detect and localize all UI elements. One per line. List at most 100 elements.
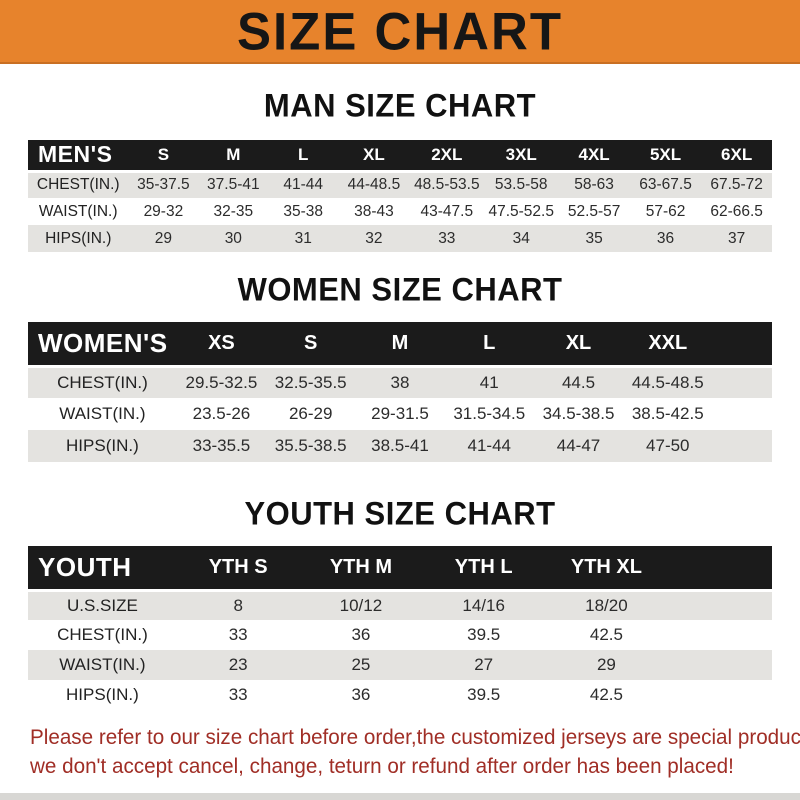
table-row: WAIST(IN.) 29-32 32-35 35-38 38-43 43-47.5 47.… [28,198,772,225]
row-label: WAIST(IN.) [59,404,146,423]
size-value-cell: 44.5-48.5 [631,372,704,392]
size-column-header: S [157,144,170,164]
size-value-cell: 35.5-38.5 [274,436,347,455]
size-chart-banner: SIZE CHART [0,0,800,64]
size-value-cell: 31.5-34.5 [453,404,526,423]
size-column-header: XL [565,331,592,354]
row-filler-cell [712,366,772,398]
size-value-cell: 38 [390,372,410,392]
size-value-cell: 35 [585,229,603,247]
size-value-cell: 39.5 [467,625,501,644]
footer-disclaimer: Please refer to our size chart before or… [30,723,800,781]
size-value-cell: 23 [228,655,248,674]
size-column-header: XL [363,144,385,164]
size-value-cell: 62-66.5 [710,202,763,220]
row-filler-cell [668,680,772,710]
size-value-cell: 57-62 [645,202,686,220]
size-value-cell: 41-44 [467,436,511,455]
table-row: HIPS(IN.) 33 36 39.5 42.5 [28,680,772,710]
size-value-cell: 44-48.5 [347,176,401,194]
size-column-header: YTH L [454,555,513,578]
size-column-header: 5XL [649,144,682,164]
table-row: CHEST(IN.) 29.5-32.5 32.5-35.5 38 41 44.5 44.5… [28,366,772,398]
size-value-cell: 47.5-52.5 [488,202,554,220]
size-value-cell: 37 [728,229,746,247]
table-row: CHEST(IN.) 33 36 39.5 42.5 [28,620,772,650]
size-value-cell: 41-44 [283,176,324,194]
size-value-cell: 33 [228,685,248,704]
size-value-cell: 33 [438,229,456,247]
size-column-header: 4XL [578,144,610,164]
size-value-cell: 42.5 [589,685,623,704]
row-label: CHEST(IN.) [36,176,120,194]
size-value-cell: 18/20 [585,595,628,615]
table-row: HIPS(IN.) 29 30 31 32 33 34 35 36 37 [28,225,772,252]
size-value-cell: 33-35.5 [192,436,251,455]
header-filler-cell [668,546,772,590]
size-value-cell: 35-38 [283,202,324,220]
size-column-header: YTH XL [570,555,642,578]
size-column-header: M [226,144,241,164]
size-value-cell: 29-32 [143,202,184,220]
women-section-title: WOMEN SIZE CHART [237,271,563,308]
size-column-header: XS [208,331,235,354]
size-value-cell: 8 [233,595,243,615]
row-filler-cell [712,398,772,430]
size-value-cell: 47-50 [646,436,690,455]
size-value-cell: 42.5 [589,625,623,644]
size-value-cell: 37.5-41 [207,176,260,194]
table-corner-label: YOUTH [38,551,132,582]
size-column-header: 3XL [505,144,537,164]
table-row: WAIST(IN.) 23.5-26 26-29 29-31.5 31.5-34.5 34… [28,398,772,430]
men-header-row: MEN'S S M L XL 2XL 3XL 4XL 5XL 6XL [28,140,772,171]
size-value-cell: 44-47 [556,436,601,455]
youth-size-table: YOUTH YTH S YTH M YTH L YTH XL U.S.SIZE 8 10/1… [28,546,772,710]
row-filler-cell [668,590,772,620]
size-value-cell: 31 [294,229,312,247]
size-value-cell: 39.5 [467,685,501,704]
women-header-row: WOMEN'S XS S M L XL XXL [28,322,772,366]
table-row: HIPS(IN.) 33-35.5 35.5-38.5 38.5-41 41-44 44-… [28,430,772,462]
row-label: HIPS(IN.) [45,229,112,247]
size-value-cell: 23.5-26 [192,404,251,423]
size-value-cell: 36 [656,229,675,247]
size-value-cell: 36 [351,685,371,704]
table-row: WAIST(IN.) 23 25 27 29 [28,650,772,680]
size-value-cell: 52.5-57 [567,202,621,220]
row-filler-cell [668,650,772,680]
size-value-cell: 41 [479,372,499,392]
size-value-cell: 38-43 [354,202,394,220]
footer-line-1: Please refer to our size chart before or… [30,725,800,749]
size-value-cell: 38.5-42.5 [631,404,704,423]
size-value-cell: 34.5-38.5 [542,404,615,423]
size-value-cell: 33 [228,625,248,644]
men-size-table: MEN'S S M L XL 2XL 3XL 4XL 5XL 6XL CHEST(IN.) 35-3… [28,140,772,252]
row-label: WAIST(IN.) [38,202,118,220]
size-value-cell: 29 [154,229,173,247]
size-value-cell: 67.5-72 [710,176,763,194]
size-column-header: YTH M [329,555,393,578]
table-row: U.S.SIZE 8 10/12 14/16 18/20 [28,590,772,620]
size-value-cell: 38.5-41 [371,436,429,455]
size-value-cell: 29.5-32.5 [185,372,258,392]
size-column-header: YTH S [208,555,268,578]
size-value-cell: 63-67.5 [639,176,692,194]
footer-line-2: we don't accept cancel, change, teturn o… [30,754,734,778]
row-filler-cell [668,620,772,650]
banner-title: SIZE CHART [237,1,563,61]
size-value-cell: 35-37.5 [137,176,190,194]
size-value-cell: 29 [596,655,616,674]
row-label: HIPS(IN.) [66,436,139,455]
size-value-cell: 48.5-53.5 [414,176,480,194]
table-corner-label: WOMEN'S [38,327,168,358]
size-value-cell: 10/12 [339,595,383,615]
table-corner-label: MEN'S [38,141,113,168]
bottom-edge-strip [0,793,800,800]
row-label: WAIST(IN.) [59,655,146,674]
size-value-cell: 27 [474,655,494,674]
size-value-cell: 53.5-58 [494,176,548,194]
size-value-cell: 26-29 [288,404,333,423]
size-value-cell: 32 [365,229,383,247]
women-size-table: WOMEN'S XS S M L XL XXL CHEST(IN.) 29.5-32.5 32.… [28,322,772,462]
